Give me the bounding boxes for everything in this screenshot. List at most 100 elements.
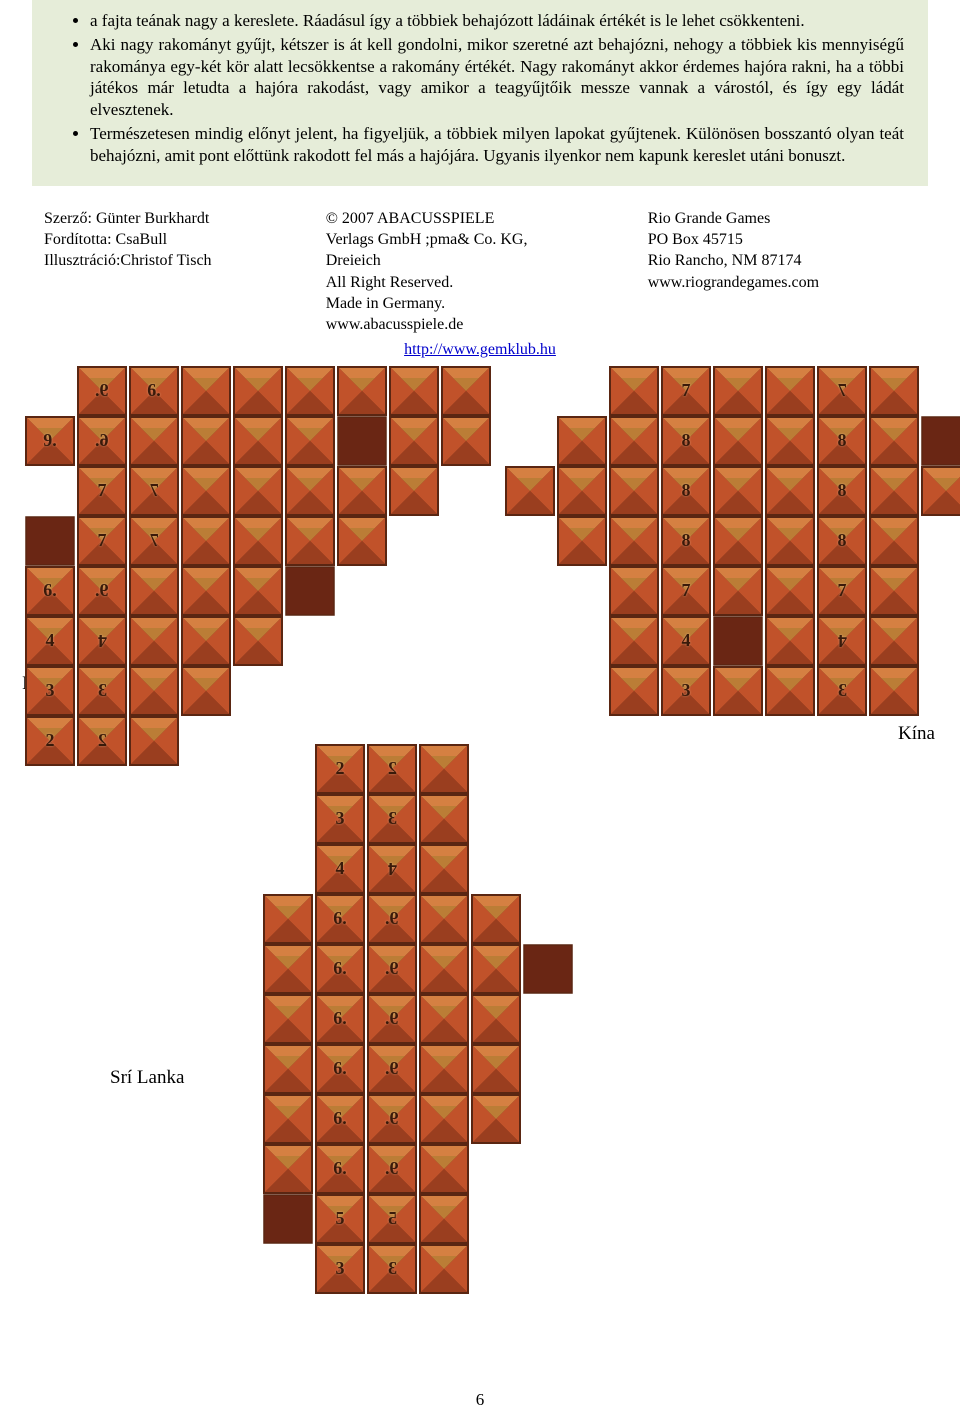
tile-plain	[419, 844, 469, 894]
tile-number: 7	[150, 530, 159, 551]
rights-line: All Right Reserved.	[326, 272, 648, 293]
tile-numbered: 6.	[77, 416, 127, 466]
empty-cell	[262, 743, 314, 795]
tile-number: 8	[682, 480, 691, 501]
tile-number: 3	[336, 1258, 345, 1279]
tile-number: 7	[838, 580, 847, 601]
empty-cell	[504, 565, 556, 617]
tile-plain	[765, 366, 815, 416]
board-srilanka: 2233446.9.6.9.6.9.6.9.6.9.6.9.5533	[262, 743, 574, 1293]
tile-plain	[609, 416, 659, 466]
tile-blank	[337, 416, 387, 466]
tile-plain	[389, 416, 439, 466]
tile-plain	[869, 516, 919, 566]
board-row: 88	[504, 515, 960, 565]
tile-plain	[337, 366, 387, 416]
tile-number: 8	[838, 430, 847, 451]
empty-cell	[504, 415, 556, 467]
tile-number: 8	[682, 530, 691, 551]
tile-numbered: 4	[817, 616, 867, 666]
tile-number: 3	[98, 680, 107, 701]
tile-numbered: 2	[25, 716, 75, 766]
publisher-line: Verlags GmbH ;pma& Co. KG,	[326, 229, 648, 250]
board-row: 6.9.	[262, 893, 574, 943]
credits-right: Rio Grande Games PO Box 45715 Rio Rancho…	[648, 208, 916, 335]
tile-numbered: 7	[77, 466, 127, 516]
board-row: 77	[504, 565, 960, 615]
empty-cell	[504, 665, 556, 717]
tile-number: 2	[46, 730, 55, 751]
author-line: Szerző: Günter Burkhardt	[44, 208, 326, 229]
tile-numbered: 3	[77, 666, 127, 716]
tile-blank	[263, 1194, 313, 1244]
tile-number: 8	[838, 480, 847, 501]
tip-item: Aki nagy rakományt gyűjt, kétszer is át …	[90, 34, 904, 121]
tile-plain	[765, 666, 815, 716]
tile-plain	[129, 616, 179, 666]
tile-number: 7	[682, 380, 691, 401]
tile-number: 9.	[95, 580, 109, 601]
tile-plain	[181, 616, 231, 666]
tile-plain	[869, 666, 919, 716]
tile-numbered: 8	[661, 416, 711, 466]
tile-plain	[609, 366, 659, 416]
board-row: 6.9.	[262, 993, 574, 1043]
tile-plain	[129, 666, 179, 716]
tile-numbered: 4	[25, 616, 75, 666]
board-row: 77	[24, 465, 492, 515]
tile-blank	[25, 516, 75, 566]
board-area: India Kína Srí Lanka 9.6.9.6.77776.9.443…	[0, 365, 960, 1185]
tile-number: 4	[336, 858, 345, 879]
tile-number: 4	[838, 630, 847, 651]
tile-numbered: 6.	[315, 1044, 365, 1094]
tile-numbered: 7	[77, 516, 127, 566]
tile-plain	[233, 566, 283, 616]
tile-numbered: 6.	[315, 994, 365, 1044]
board-india: 9.6.9.6.77776.9.443322	[24, 365, 492, 765]
tile-number: 3	[336, 808, 345, 829]
tile-plain	[609, 466, 659, 516]
tile-numbered: 3	[25, 666, 75, 716]
tile-numbered: 6.	[315, 1144, 365, 1194]
board-kina: 77888888774433	[504, 365, 960, 715]
empty-cell	[556, 665, 608, 717]
tile-plain	[419, 1094, 469, 1144]
board-row: 77	[24, 515, 492, 565]
tile-plain	[765, 566, 815, 616]
tile-numbered: 6.	[129, 366, 179, 416]
tile-number: 2	[388, 758, 397, 779]
tile-number: 4	[98, 630, 107, 651]
tips-list: a fajta teának nagy a kereslete. Ráadásu…	[56, 10, 904, 166]
tile-plain	[869, 566, 919, 616]
tile-number: 5	[388, 1208, 397, 1229]
board-row: 33	[24, 665, 492, 715]
tile-numbered: 8	[661, 466, 711, 516]
credits-row: Szerző: Günter Burkhardt Fordította: Csa…	[44, 208, 916, 335]
tile-plain	[181, 416, 231, 466]
tile-plain	[233, 416, 283, 466]
board-row: 9.6.	[24, 365, 492, 415]
tile-plain	[285, 516, 335, 566]
tile-number: 6.	[333, 1158, 347, 1179]
tile-plain	[419, 794, 469, 844]
tile-numbered: 9.	[367, 1144, 417, 1194]
tile-numbered: 5	[315, 1194, 365, 1244]
tile-plain	[181, 366, 231, 416]
tile-plain	[609, 516, 659, 566]
tile-number: 4	[46, 630, 55, 651]
board-row: 44	[24, 615, 492, 665]
tile-number: 6.	[43, 580, 57, 601]
empty-cell	[504, 365, 556, 417]
label-srilanka: Srí Lanka	[110, 1067, 184, 1089]
tile-numbered: 3	[661, 666, 711, 716]
gemklub-link[interactable]: http://www.gemklub.hu	[404, 341, 556, 358]
tile-number: 9.	[43, 430, 57, 451]
tile-numbered: 7	[661, 366, 711, 416]
tile-plain	[389, 366, 439, 416]
tile-numbered: 9.	[77, 366, 127, 416]
tile-plain	[765, 616, 815, 666]
tile-plain	[713, 466, 763, 516]
credits-left: Szerző: Günter Burkhardt Fordította: Csa…	[44, 208, 326, 335]
tile-number: 6.	[333, 1058, 347, 1079]
tile-plain	[419, 1244, 469, 1294]
